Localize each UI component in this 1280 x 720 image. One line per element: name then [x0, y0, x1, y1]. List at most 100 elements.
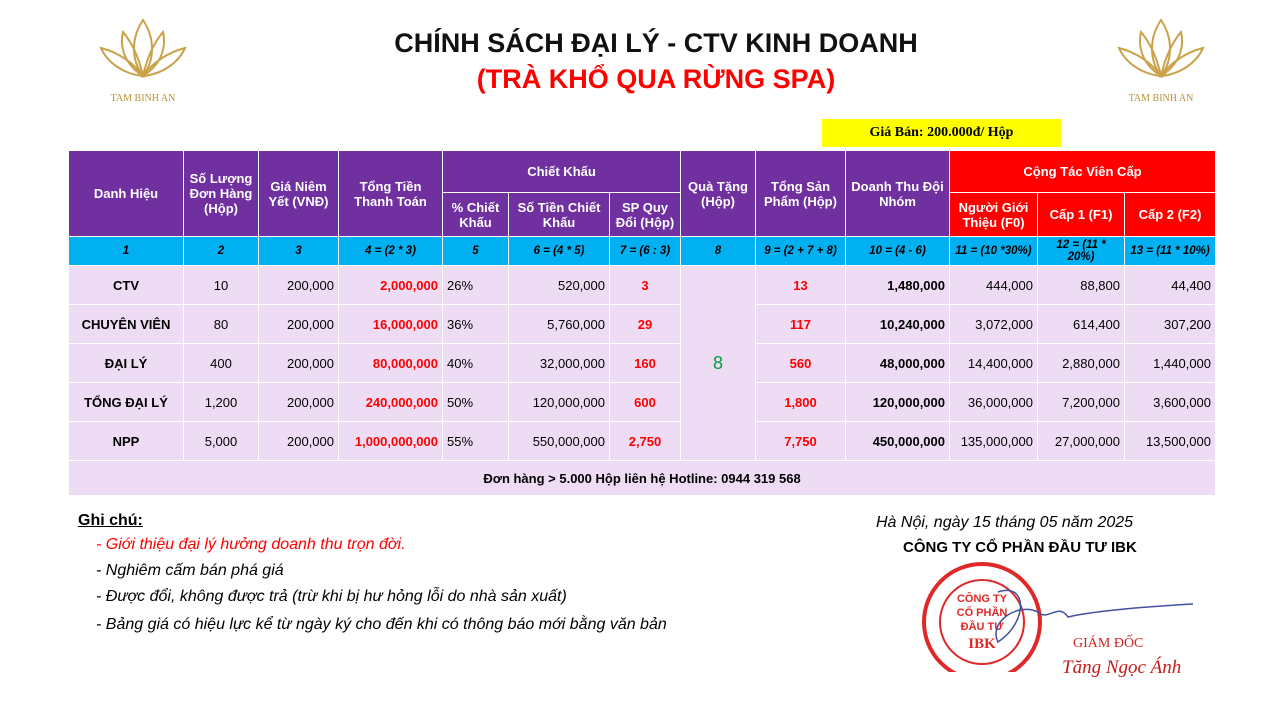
table-cell: TỔNG ĐẠI LÝ — [68, 382, 184, 422]
table-cell: 26% — [442, 265, 509, 305]
header-tong-tien: Tổng Tiền Thanh Toán — [338, 150, 443, 237]
logo-right: TAM BINH AN — [1106, 10, 1216, 104]
table-cell: 120,000,000 — [845, 382, 950, 422]
table-row: NPP 5,000 200,000 1,000,000,000 55% 550,000,0… — [68, 421, 1217, 461]
table-cell: 3 — [609, 265, 681, 305]
table-cell: 3,600,000 — [1123, 382, 1217, 422]
index-cell: 13 = (11 * 10%) — [1123, 236, 1217, 266]
index-cell: 2 — [183, 236, 259, 266]
table-row: CTV 10 200,000 2,000,000 26% 520,000 3 8 13 1,480… — [68, 265, 1217, 461]
header-tong-sp: Tổng Sản Phẩm (Hộp) — [755, 150, 846, 237]
table-cell: 1,480,000 — [845, 265, 950, 305]
header-danh-hieu: Danh Hiệu — [68, 150, 184, 237]
table-cell: 50% — [442, 382, 509, 422]
table-cell: 1,800 — [755, 382, 846, 422]
header-so-tien-ck: Số Tiền Chiết Khấu — [508, 192, 610, 237]
table-cell: 550,000,000 — [508, 421, 610, 461]
index-cell: 3 — [258, 236, 339, 266]
table-cell: 3,072,000 — [949, 304, 1038, 344]
table-cell: 600 — [609, 382, 681, 422]
lotus-icon — [99, 18, 187, 79]
table-cell: 2,750 — [609, 421, 681, 461]
header-pct: % Chiết Khấu — [442, 192, 509, 237]
header-sp-quy-doi: SP Quy Đổi (Hộp) — [609, 192, 681, 237]
table-row: ĐẠI LÝ 400 200,000 80,000,000 40% 32,000,000 1… — [68, 343, 1217, 383]
table-cell: 13,500,000 — [1123, 421, 1217, 461]
price-label: Giá Bán: 200.000đ/ Hộp — [822, 119, 1061, 147]
table-cell: 88,800 — [1037, 265, 1125, 305]
table-cell: 240,000,000 — [338, 382, 443, 422]
table-row: CHUYÊN VIÊN 80 200,000 16,000,000 36% 5,760,0… — [68, 304, 1217, 344]
table-cell: CHUYÊN VIÊN — [68, 304, 184, 344]
svg-text:CÔNG TY: CÔNG TY — [957, 592, 1008, 605]
index-cell: 9 = (2 + 7 + 8) — [755, 236, 846, 266]
svg-text:CỔ PHẦN: CỔ PHẦN — [957, 606, 1008, 619]
svg-text:ĐẦU TƯ: ĐẦU TƯ — [961, 620, 1005, 633]
signer-role: GIÁM ĐỐC — [1073, 636, 1144, 651]
table-cell: 200,000 — [258, 304, 339, 344]
policy-table: Danh Hiệu Số Lượng Đơn Hàng (Hộp) Giá Ni… — [67, 150, 1217, 496]
table-cell: 2,880,000 — [1037, 343, 1125, 383]
lotus-icon — [1117, 18, 1205, 79]
table-cell: 29 — [609, 304, 681, 344]
header-f2: Cấp 2 (F2) — [1123, 192, 1217, 237]
logo-left: TAM BINH AN — [88, 10, 198, 104]
table-cell: CTV — [68, 265, 184, 305]
page-subtitle: (TRÀ KHỔ QUA RỪNG SPA) — [476, 64, 836, 94]
table-cell: 200,000 — [258, 421, 339, 461]
table-cell: 36% — [442, 304, 509, 344]
table-cell: 160 — [609, 343, 681, 383]
header-f0: Người Giới Thiệu (F0) — [949, 192, 1038, 237]
sign-date: Hà Nội, ngày 15 tháng 05 năm 2025 — [876, 514, 1134, 531]
table-cell: 10,240,000 — [845, 304, 950, 344]
table-cell: 7,200,000 — [1037, 382, 1125, 422]
table-cell: 80,000,000 — [338, 343, 443, 383]
page-title: CHÍNH SÁCH ĐẠI LÝ - CTV KINH DOANH — [394, 28, 918, 58]
table-cell: 7,750 — [755, 421, 846, 461]
table-cell: NPP — [68, 421, 184, 461]
table-cell: 560 — [755, 343, 846, 383]
header-doanh-thu: Doanh Thu Đội Nhóm — [845, 150, 950, 237]
header-qua-tang: Quà Tặng (Hộp) — [680, 150, 756, 237]
index-cell: 6 = (4 * 5) — [508, 236, 610, 266]
table-cell: 400 — [183, 343, 259, 383]
table-cell: 14,400,000 — [949, 343, 1038, 383]
table-cell: 80 — [183, 304, 259, 344]
table-cell: 40% — [442, 343, 509, 383]
table-cell: 1,200 — [183, 382, 259, 422]
header-f1: Cấp 1 (F1) — [1037, 192, 1125, 237]
index-cell: 4 = (2 * 3) — [338, 236, 443, 266]
note-item: - Được đổi, không được trả (trừ khi bị h… — [96, 588, 567, 605]
table-cell: 614,400 — [1037, 304, 1125, 344]
table-cell: 36,000,000 — [949, 382, 1038, 422]
table-cell: 44,400 — [1123, 265, 1217, 305]
table-cell: 117 — [755, 304, 846, 344]
note-item: - Bảng giá có hiệu lực kể từ ngày ký cho… — [96, 616, 667, 633]
gift-cell: 8 — [680, 265, 756, 461]
index-cell: 8 — [680, 236, 756, 266]
table-cell: 13 — [755, 265, 846, 305]
table-cell: 520,000 — [508, 265, 610, 305]
table-cell: 444,000 — [949, 265, 1038, 305]
header-gia: Giá Niêm Yết (VNĐ) — [258, 150, 339, 237]
table-cell: 16,000,000 — [338, 304, 443, 344]
table-cell: ĐẠI LÝ — [68, 343, 184, 383]
table-cell: 48,000,000 — [845, 343, 950, 383]
table-cell: 55% — [442, 421, 509, 461]
note-item: - Nghiêm cấm bán phá giá — [96, 562, 284, 579]
index-cell: 11 = (10 *30%) — [949, 236, 1038, 266]
table-cell: 1,000,000,000 — [338, 421, 443, 461]
header-chiet-khau: Chiết Khấu — [442, 150, 681, 193]
table-cell: 5,000 — [183, 421, 259, 461]
table-cell: 307,200 — [1123, 304, 1217, 344]
header-ctv: Cộng Tác Viên Cấp — [948, 150, 1217, 193]
table-cell: 1,440,000 — [1123, 343, 1217, 383]
notes-heading: Ghi chú: — [78, 512, 143, 529]
index-cell: 5 — [442, 236, 509, 266]
note-item: - Giới thiệu đại lý hưởng doanh thu trọn… — [96, 536, 406, 553]
table-cell: 2,000,000 — [338, 265, 443, 305]
signer-name: Tăng Ngọc Ánh — [1062, 657, 1182, 678]
table-cell: 200,000 — [258, 265, 339, 305]
table-cell: 200,000 — [258, 382, 339, 422]
